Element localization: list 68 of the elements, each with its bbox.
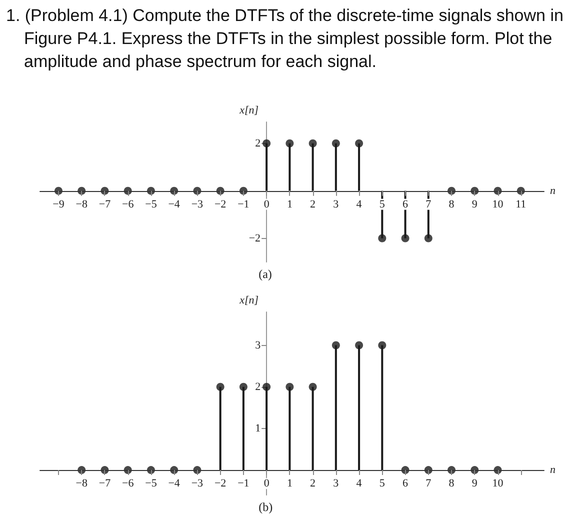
x-tick-label: 10 (492, 198, 504, 210)
x-tick-label: −9 (52, 198, 65, 210)
x-tick-label: 5 (379, 478, 386, 490)
point (262, 139, 271, 148)
x-tick-label: −8 (76, 198, 88, 210)
x-tick-label: 4 (356, 478, 362, 490)
y-axis-title: x[n] (238, 294, 259, 306)
x-tick-label: −2 (214, 198, 226, 210)
y-tick-label: 2 (255, 380, 261, 393)
point (332, 341, 340, 350)
x-tick-label: 6 (402, 478, 409, 490)
point (378, 341, 386, 350)
x-tick-label: 0 (264, 198, 270, 210)
x-tick-label: 2 (310, 198, 316, 210)
point (308, 382, 317, 391)
x-tick-label: −4 (168, 198, 180, 210)
point (424, 234, 432, 242)
x-tick-label: 1 (286, 478, 292, 490)
point (286, 382, 294, 391)
x-tick-label: 0 (264, 478, 270, 490)
x-tick-label: 1 (286, 198, 292, 210)
x-tick-label: −7 (98, 198, 112, 210)
x-tick-label: 9 (472, 198, 478, 210)
point (378, 234, 386, 242)
point (355, 139, 364, 148)
x-tick-label: −3 (191, 478, 204, 490)
x-tick-label: 9 (472, 478, 478, 490)
x-tick-label: −6 (122, 478, 134, 490)
y-axis-title: x[n] (238, 104, 259, 116)
x-tick-label: 2 (310, 478, 316, 490)
point (262, 382, 271, 391)
y-tick-label: −2 (248, 232, 261, 244)
text: (a) (258, 267, 272, 281)
x-tick-label: 7 (426, 198, 432, 210)
x-tick-label: −6 (122, 198, 134, 210)
x-tick-label: 6 (402, 198, 409, 210)
x-tick-label: 11 (516, 198, 526, 210)
x-axis-title: n (550, 464, 556, 476)
x-tick-label: 3 (333, 198, 340, 210)
x-tick-label: −5 (145, 198, 158, 210)
text: (b) (258, 500, 273, 514)
x-tick-label: 5 (379, 198, 386, 210)
y-tick-label: 2 (255, 137, 261, 150)
x-tick-label: 4 (356, 198, 362, 210)
point (401, 234, 410, 242)
x-tick-label: −5 (145, 478, 158, 490)
point (239, 382, 248, 391)
x-tick-label: 3 (333, 478, 340, 490)
x-tick-label: −7 (98, 478, 112, 490)
x-axis-title: n (550, 184, 556, 197)
point (286, 139, 294, 148)
point (355, 341, 364, 350)
x-tick-label: 10 (492, 478, 504, 490)
x-tick-label: −2 (214, 478, 226, 490)
x-tick-label: −8 (76, 478, 88, 490)
x-tick-label: 8 (448, 478, 455, 490)
x-tick-label: −3 (191, 198, 204, 210)
x-tick-label: −1 (238, 478, 250, 490)
x-tick-label: 8 (448, 198, 455, 210)
point (332, 139, 340, 148)
x-tick-label: −1 (238, 198, 250, 210)
chart-title: 1. (Problem 4.1) Compute the DTFTs of the discrete-time signals shown in Figure P4.1. Express the DTFTs in the simplest possible form. Plot the amplitude and phase spectrum for each signal. (6, 5, 564, 73)
y-tick-label: 3 (255, 339, 262, 352)
x-tick-label: −4 (168, 478, 180, 490)
x-tick-label: 7 (426, 478, 432, 490)
point (216, 382, 224, 391)
y-tick-label: 1 (255, 422, 261, 434)
point (308, 139, 317, 148)
